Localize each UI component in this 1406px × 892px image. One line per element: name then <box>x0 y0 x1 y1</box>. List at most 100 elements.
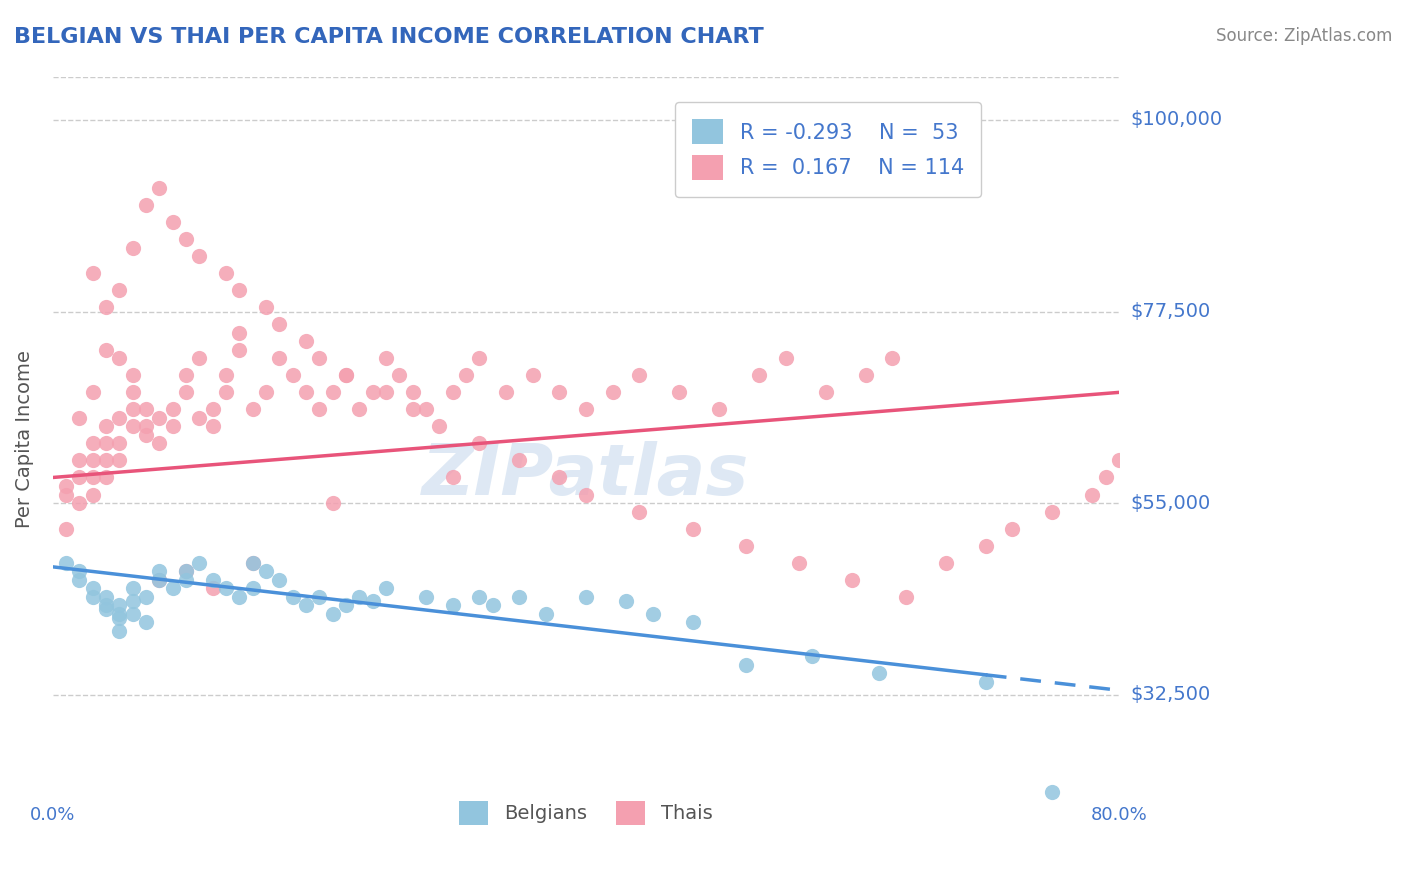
Point <box>641 607 664 621</box>
Point <box>82 581 104 595</box>
Point <box>401 402 423 417</box>
Point <box>82 453 104 467</box>
Point <box>308 590 330 604</box>
Point <box>67 470 90 484</box>
Point <box>335 598 357 612</box>
Point <box>1001 522 1024 536</box>
Point <box>375 385 398 400</box>
Y-axis label: Per Capita Income: Per Capita Income <box>15 351 34 528</box>
Point <box>135 590 157 604</box>
Text: BELGIAN VS THAI PER CAPITA INCOME CORRELATION CHART: BELGIAN VS THAI PER CAPITA INCOME CORREL… <box>14 27 763 46</box>
Point <box>682 522 704 536</box>
Point <box>814 385 837 400</box>
Point <box>709 402 731 417</box>
Text: $32,500: $32,500 <box>1130 685 1211 704</box>
Point <box>162 419 184 434</box>
Point <box>201 419 224 434</box>
Point <box>121 581 143 595</box>
Point <box>548 385 571 400</box>
Point <box>55 522 77 536</box>
Point <box>254 300 277 314</box>
Point <box>82 266 104 280</box>
Point <box>308 351 330 366</box>
Point <box>375 351 398 366</box>
Point <box>108 283 131 297</box>
Text: $100,000: $100,000 <box>1130 111 1222 129</box>
Point <box>121 368 143 383</box>
Point <box>215 581 238 595</box>
Point <box>602 385 624 400</box>
Point <box>121 402 143 417</box>
Point <box>82 470 104 484</box>
Point <box>775 351 797 366</box>
Point <box>269 351 291 366</box>
Point <box>94 436 117 450</box>
Point <box>188 556 211 570</box>
Point <box>1042 785 1064 799</box>
Text: ZIPatlas: ZIPatlas <box>422 441 749 510</box>
Point <box>162 215 184 229</box>
Point <box>375 581 398 595</box>
Point <box>308 402 330 417</box>
Point <box>281 368 304 383</box>
Point <box>215 266 238 280</box>
Point <box>468 351 491 366</box>
Point <box>974 539 997 553</box>
Point <box>94 598 117 612</box>
Point <box>242 556 264 570</box>
Point <box>668 385 690 400</box>
Point <box>215 368 238 383</box>
Point <box>82 385 104 400</box>
Point <box>361 385 384 400</box>
Point <box>734 657 756 672</box>
Point <box>94 590 117 604</box>
Point <box>242 556 264 570</box>
Point <box>349 402 371 417</box>
Point <box>188 351 211 366</box>
Point <box>974 674 997 689</box>
Point <box>295 598 318 612</box>
Point <box>361 594 384 608</box>
Point <box>148 181 170 195</box>
Point <box>441 470 464 484</box>
Point <box>401 385 423 400</box>
Point <box>55 487 77 501</box>
Point <box>855 368 877 383</box>
Point <box>228 590 250 604</box>
Point <box>94 470 117 484</box>
Point <box>121 607 143 621</box>
Point <box>148 564 170 578</box>
Point <box>67 410 90 425</box>
Point <box>415 590 437 604</box>
Point <box>94 343 117 357</box>
Point <box>628 368 651 383</box>
Point <box>108 351 131 366</box>
Point <box>734 539 756 553</box>
Point <box>322 607 344 621</box>
Point <box>894 590 917 604</box>
Point <box>295 385 318 400</box>
Point <box>67 496 90 510</box>
Point <box>349 590 371 604</box>
Point <box>335 368 357 383</box>
Point <box>174 368 197 383</box>
Point <box>108 410 131 425</box>
Point <box>108 624 131 638</box>
Point <box>188 410 211 425</box>
Text: $77,500: $77,500 <box>1130 302 1211 321</box>
Point <box>67 573 90 587</box>
Point <box>174 385 197 400</box>
Point <box>94 453 117 467</box>
Point <box>108 598 131 612</box>
Point <box>135 428 157 442</box>
Point <box>322 385 344 400</box>
Point <box>254 564 277 578</box>
Point <box>614 594 637 608</box>
Point <box>121 594 143 608</box>
Point <box>748 368 770 383</box>
Text: Source: ZipAtlas.com: Source: ZipAtlas.com <box>1216 27 1392 45</box>
Point <box>228 283 250 297</box>
Point <box>801 649 824 664</box>
Point <box>427 419 450 434</box>
Point <box>935 556 957 570</box>
